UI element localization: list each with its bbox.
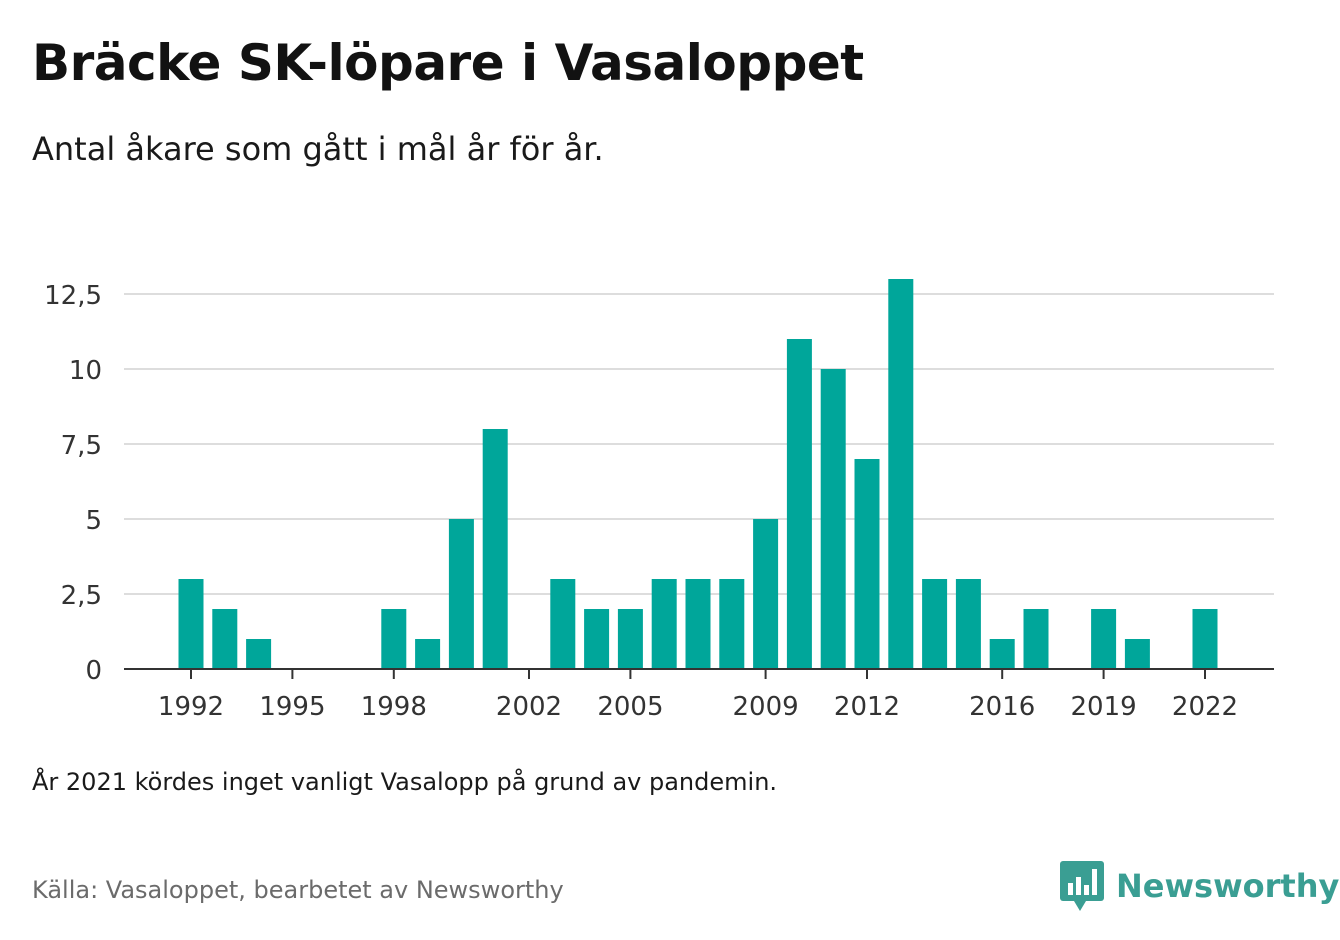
bar-chart: 0 2,5 5 7,5 10 12,5 1992 1995 1998 2002 2005 2009 2…	[44, 279, 1274, 722]
bar-2000	[448, 519, 474, 669]
y-tick-label: 5	[85, 506, 102, 536]
bar-2017	[1023, 609, 1049, 669]
bar-2007	[685, 579, 711, 669]
bar-2004	[584, 609, 610, 669]
newsworthy-chart-icon	[1060, 861, 1104, 911]
x-tick-label: 1992	[158, 692, 224, 722]
bar-1993	[212, 609, 238, 669]
y-tick-label: 0	[85, 656, 102, 686]
bar-2003	[550, 579, 576, 669]
bar-1998	[381, 609, 407, 669]
x-tick-label: 2019	[1071, 692, 1137, 722]
bar-2019	[1091, 609, 1117, 669]
bar-2011	[820, 369, 846, 669]
x-tick-label: 2002	[496, 692, 562, 722]
x-axis-ticks: 1992 1995 1998 2002 2005 2009 2012 2016 2019 2022	[158, 669, 1238, 722]
bar-1992	[178, 579, 204, 669]
x-tick-label: 1998	[361, 692, 427, 722]
chart-subtitle: Antal åkare som gått i mål år för år.	[32, 130, 604, 168]
bar-2013	[888, 279, 914, 669]
y-tick-label: 10	[69, 356, 102, 386]
x-tick-label: 2016	[969, 692, 1035, 722]
y-tick-label: 7,5	[61, 431, 102, 461]
bar-2001	[482, 429, 508, 669]
bar-2016	[989, 639, 1015, 669]
gridlines	[124, 293, 1274, 595]
chart-title: Bräcke SK-löpare i Vasaloppet	[32, 34, 864, 92]
bar-2012	[854, 459, 880, 669]
bar-2008	[719, 579, 745, 669]
y-tick-label: 12,5	[44, 281, 102, 311]
bar-2014	[922, 579, 948, 669]
bar-1999	[415, 639, 441, 669]
x-tick-label: 1995	[259, 692, 325, 722]
newsworthy-logo[interactable]: Newsworthy	[1060, 860, 1339, 912]
y-tick-label: 2,5	[61, 581, 102, 611]
bar-2020	[1124, 639, 1150, 669]
bar-2015	[955, 579, 981, 669]
x-tick-label: 2009	[733, 692, 799, 722]
bars	[178, 279, 1218, 669]
bar-2006	[651, 579, 677, 669]
brand-name: Newsworthy	[1116, 867, 1340, 905]
chart-note: År 2021 kördes inget vanligt Vasalopp på…	[32, 768, 778, 796]
x-tick-label: 2005	[597, 692, 663, 722]
y-axis-ticks: 0 2,5 5 7,5 10 12,5	[44, 281, 102, 686]
bar-1994	[246, 639, 272, 669]
x-tick-label: 2022	[1172, 692, 1238, 722]
x-tick-label: 2012	[834, 692, 900, 722]
bar-2022	[1192, 609, 1218, 669]
bar-2005	[617, 609, 643, 669]
bar-2009	[753, 519, 779, 669]
source-credit: Källa: Vasaloppet, bearbetet av Newswort…	[32, 876, 564, 904]
bar-2010	[786, 339, 812, 669]
